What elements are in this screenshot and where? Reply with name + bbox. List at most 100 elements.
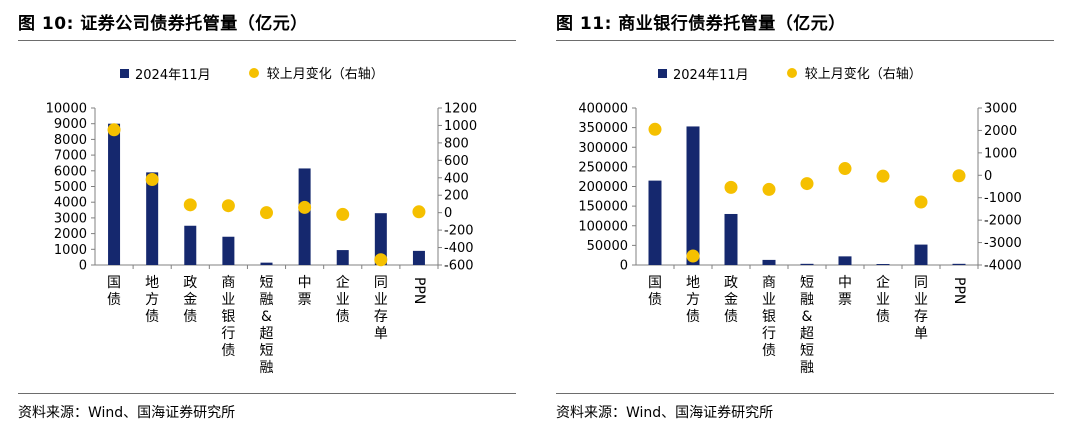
- right-tick-label: -200: [444, 224, 474, 239]
- legend-bar-label: 2024年11月: [673, 67, 749, 83]
- left-tick-label: 350000: [578, 121, 628, 136]
- category-label: 商业银行债: [762, 275, 776, 359]
- bar: [260, 262, 273, 265]
- change-dot: [914, 195, 928, 209]
- left-tick-label: 150000: [578, 200, 628, 215]
- change-dot: [800, 177, 814, 191]
- change-dot: [183, 198, 197, 212]
- right-tick-label: 1000: [444, 119, 477, 134]
- bar: [686, 126, 700, 265]
- right-tick-label: -2000: [984, 214, 1022, 229]
- change-dot: [221, 199, 235, 213]
- chart-title: 图 11: 商业银行债券托管量（亿元）: [556, 14, 846, 34]
- legend-bar-swatch: [120, 68, 129, 78]
- left-tick-label: 100000: [578, 219, 628, 234]
- category-label: 国债: [648, 275, 662, 308]
- left-tick-label: 300000: [578, 141, 628, 156]
- left-tick-label: 6000: [54, 164, 87, 179]
- change-dot: [298, 200, 312, 214]
- category-label: 政金债: [724, 275, 738, 325]
- bar: [222, 236, 235, 265]
- legend: 2024年11月 较上月变化（右轴）: [120, 63, 418, 83]
- change-dot: [876, 169, 890, 183]
- bar: [146, 172, 159, 265]
- chart-plot: 0 50000 100000 150000 200000 250000 300000 3500…: [578, 102, 1022, 377]
- category-label: 中票: [298, 275, 312, 308]
- change-dot: [260, 206, 273, 220]
- change-dot: [838, 162, 852, 176]
- category-label: 短融&超短融: [800, 275, 814, 376]
- left-tick-label: 10000: [46, 102, 87, 117]
- category-label: PPN: [411, 277, 427, 304]
- change-dot: [412, 205, 426, 219]
- left-tick-label: 400000: [578, 102, 628, 117]
- right-tick-label: -4000: [984, 259, 1022, 274]
- right-tick-label: 400: [444, 171, 469, 186]
- source-note: 资料来源：Wind、国海证券研究所: [18, 405, 236, 421]
- bar: [876, 264, 890, 265]
- change-dot: [686, 249, 700, 263]
- bar: [914, 244, 928, 265]
- change-dot: [648, 122, 662, 136]
- source-note: 资料来源：Wind、国海证券研究所: [556, 405, 774, 421]
- left-tick-label: 5000: [54, 180, 87, 195]
- bar: [762, 259, 776, 265]
- bar: [412, 250, 425, 265]
- category-label: 国债: [107, 275, 121, 308]
- legend-dot-label: 较上月变化（右轴）: [266, 67, 384, 82]
- right-tick-label: 3000: [984, 102, 1017, 117]
- bottom-divider: [556, 393, 1054, 394]
- left-tick-label: 7000: [54, 149, 87, 164]
- bar: [298, 168, 311, 265]
- change-dot: [145, 173, 159, 187]
- chart-panel-commercial-banks: 图 11: 商业银行债券托管量（亿元） 2024年11月 较上月变化（右轴） 0…: [548, 0, 1078, 428]
- legend-item-dot: 较上月变化（右轴）: [786, 63, 922, 82]
- top-divider: [556, 40, 1054, 41]
- category-label: 短融&超短融: [260, 275, 274, 376]
- right-tick-label: 0: [984, 169, 992, 184]
- bar: [838, 256, 852, 265]
- legend-dot-swatch: [786, 67, 797, 78]
- left-tick-label: 50000: [587, 239, 628, 254]
- right-tick-label: 0: [444, 206, 452, 221]
- category-label: PPN: [951, 277, 967, 304]
- category-label: 中票: [838, 275, 852, 308]
- left-tick-label: 4000: [54, 196, 87, 211]
- legend-bar-swatch: [658, 68, 667, 78]
- category-label: 企业债: [876, 274, 890, 325]
- left-tick-label: 0: [79, 259, 87, 274]
- category-label: 同业存单: [374, 275, 388, 342]
- bar: [952, 263, 966, 265]
- legend-item-bar: 2024年11月: [120, 64, 211, 83]
- bar: [336, 250, 349, 265]
- category-label: 政金债: [183, 275, 197, 325]
- bar: [374, 213, 387, 265]
- right-tick-label: -600: [444, 259, 474, 274]
- legend-item-bar: 2024年11月: [658, 64, 749, 83]
- bar: [108, 123, 121, 265]
- left-tick-label: 8000: [54, 133, 87, 148]
- change-dot: [724, 180, 738, 194]
- right-tick-label: 2000: [984, 124, 1017, 139]
- legend-bar-label: 2024年11月: [135, 67, 211, 83]
- change-dot: [336, 207, 350, 221]
- bar: [724, 213, 738, 265]
- legend-item-dot: 较上月变化（右轴）: [248, 63, 384, 82]
- bottom-divider: [18, 393, 516, 394]
- right-tick-label: -400: [444, 241, 474, 256]
- left-tick-label: 2000: [54, 227, 87, 242]
- right-tick-label: -3000: [984, 236, 1022, 251]
- legend: 2024年11月 较上月变化（右轴）: [658, 63, 956, 83]
- bar: [800, 263, 814, 265]
- bar: [648, 180, 662, 265]
- left-tick-label: 3000: [54, 211, 87, 226]
- right-tick-label: 200: [444, 189, 469, 204]
- change-dot: [952, 169, 966, 183]
- change-dot: [374, 253, 388, 267]
- right-tick-label: 1200: [444, 102, 477, 117]
- category-label: 商业银行债: [221, 275, 235, 359]
- left-tick-label: 250000: [578, 160, 628, 175]
- category-label: 地方债: [686, 275, 700, 325]
- right-tick-label: 1000: [984, 146, 1017, 161]
- right-tick-label: -1000: [984, 191, 1022, 206]
